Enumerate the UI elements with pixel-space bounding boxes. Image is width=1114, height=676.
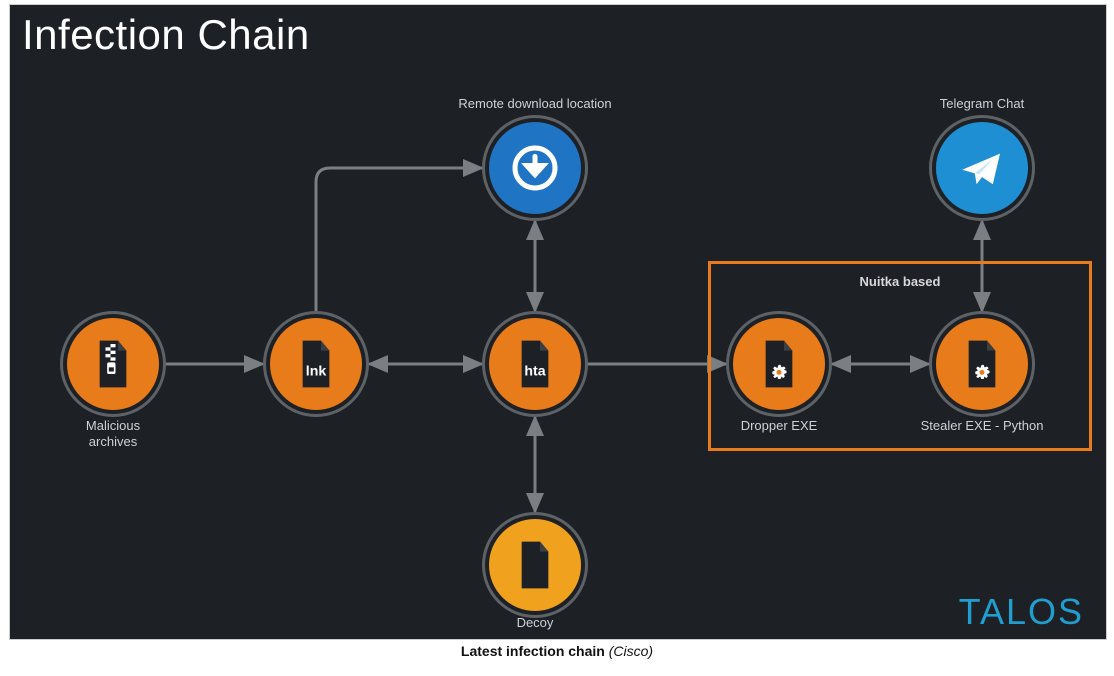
nuitka-group-title: Nuitka based [711, 274, 1089, 289]
node-lnk: lnk [270, 318, 362, 410]
node-archives-label: Maliciousarchives [3, 418, 223, 451]
edge-lnk-remote [316, 168, 481, 310]
decoy-icon [515, 540, 555, 590]
hta-icon: hta [515, 339, 555, 389]
node-decoy-label: Decoy [425, 615, 645, 631]
dropper-icon [759, 339, 799, 389]
node-hta: hta [489, 318, 581, 410]
node-remote [489, 122, 581, 214]
node-dropper-label: Dropper EXE [669, 418, 889, 434]
node-stealer [936, 318, 1028, 410]
svg-text:hta: hta [524, 364, 545, 380]
talos-logo: TALOS [959, 591, 1084, 633]
node-telegram-label: Telegram Chat [872, 96, 1092, 112]
svg-text:lnk: lnk [306, 364, 327, 380]
caption-bold: Latest infection chain [461, 643, 605, 659]
archives-icon [93, 339, 133, 389]
infection-chain-diagram: Infection Chain Nuitka based Maliciousar… [9, 4, 1107, 640]
stealer-icon [962, 339, 1002, 389]
node-archives [67, 318, 159, 410]
node-decoy [489, 519, 581, 611]
page: Infection Chain Nuitka based Maliciousar… [0, 0, 1114, 676]
node-remote-label: Remote download location [425, 96, 645, 112]
figure-caption: Latest infection chain (Cisco) [0, 643, 1114, 659]
node-dropper [733, 318, 825, 410]
telegram-icon [955, 141, 1009, 195]
lnk-icon: lnk [296, 339, 336, 389]
node-stealer-label: Stealer EXE - Python [872, 418, 1092, 434]
caption-italic: (Cisco) [605, 643, 653, 659]
remote-icon [510, 143, 560, 193]
node-telegram [936, 122, 1028, 214]
